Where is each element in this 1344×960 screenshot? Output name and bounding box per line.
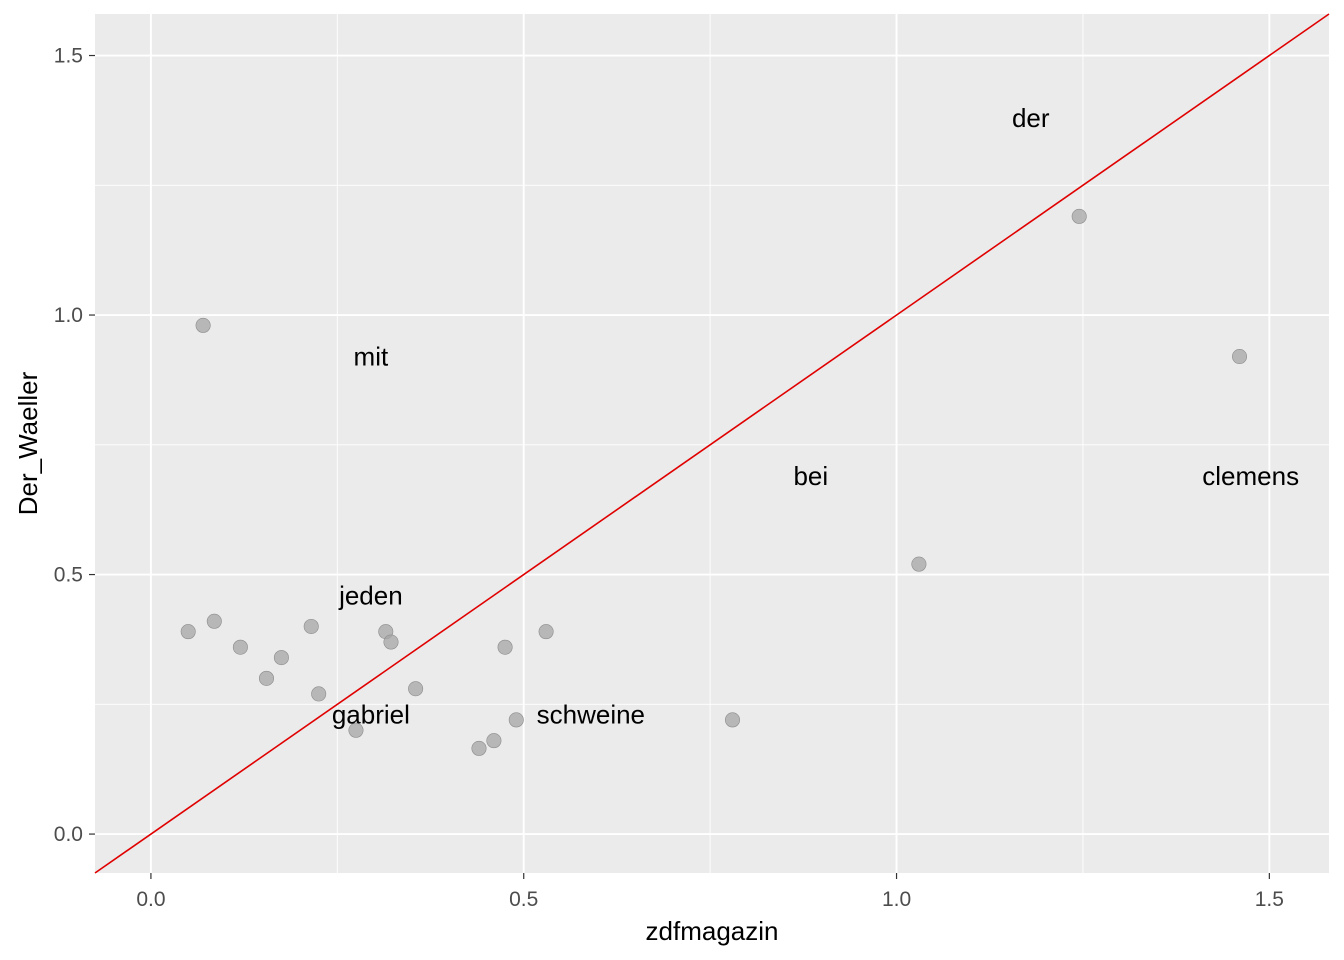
scatter-point [303, 618, 319, 634]
word-labels-layer: der mit bei clemens jeden gabriel schweine [332, 103, 1299, 730]
word-label: mit [354, 342, 389, 372]
y-tick-label: 1.0 [54, 304, 83, 327]
word-label: jeden [338, 580, 403, 610]
word-label: clemens [1202, 461, 1299, 491]
scatter-point [273, 650, 289, 666]
major-gridlines [95, 14, 1329, 873]
scatter-point [408, 681, 424, 697]
word-label: schweine [537, 700, 645, 730]
scatter-point [911, 556, 927, 572]
scatter-point [497, 639, 513, 655]
scatter-point [486, 733, 502, 749]
word-label: der [1012, 103, 1050, 133]
scatter-point [538, 624, 554, 640]
x-tick-label: 0.5 [509, 888, 538, 911]
scatter-point [311, 686, 327, 702]
x-tick-label: 1.5 [1255, 888, 1284, 911]
scatter-point [471, 740, 487, 756]
y-tick-label: 1.5 [54, 45, 83, 68]
scatter-point [258, 670, 274, 686]
scatter-point [232, 639, 248, 655]
scatter-point [195, 317, 211, 333]
word-label: gabriel [332, 700, 410, 730]
scatter-point [348, 722, 364, 738]
scatter-point [206, 613, 222, 629]
scatter-point [1232, 349, 1248, 365]
scatter-point [383, 634, 399, 650]
y-tick-label: 0.5 [54, 564, 83, 587]
reference-line [94, 13, 1330, 874]
x-axis-title: zdfmagazin [646, 916, 779, 946]
y-axis-title: Der_Waeller [13, 371, 43, 515]
y-axis-ticks: 0.0 0.5 1.0 1.5 [54, 45, 95, 846]
y-tick-label: 0.0 [54, 823, 83, 846]
x-tick-label: 0.0 [136, 888, 165, 911]
scatter-point [1071, 208, 1087, 224]
scatter-point [508, 712, 524, 728]
x-axis-ticks: 0.0 0.5 1.0 1.5 [136, 873, 1284, 911]
minor-gridlines [95, 14, 1329, 873]
x-tick-label: 1.0 [882, 888, 911, 911]
scatter-point [180, 624, 196, 640]
word-label: bei [793, 461, 828, 491]
scatter-point [725, 712, 741, 728]
points-layer [180, 208, 1248, 756]
